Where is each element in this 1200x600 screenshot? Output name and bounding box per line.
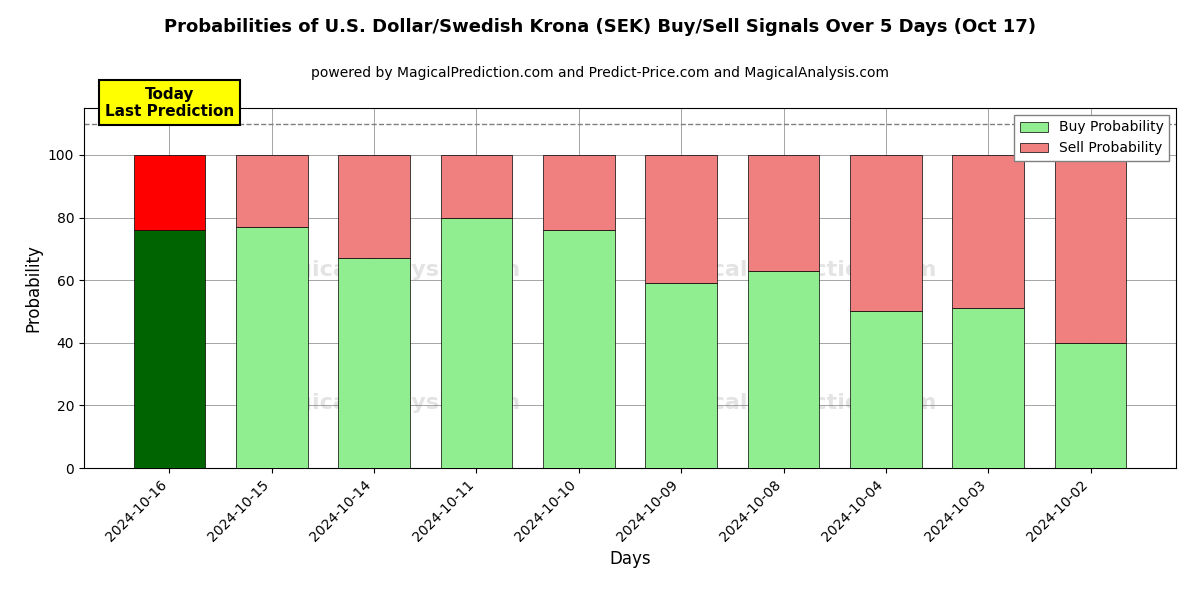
Legend: Buy Probability, Sell Probability: Buy Probability, Sell Probability (1014, 115, 1169, 161)
Bar (1055, 343, 1127, 468)
Bar (953, 308, 1024, 468)
Bar (440, 155, 512, 218)
Bar (133, 155, 205, 230)
Y-axis label: Probability: Probability (24, 244, 42, 332)
Text: MagicalPrediction.com: MagicalPrediction.com (652, 393, 936, 413)
Bar (748, 155, 820, 271)
Bar (236, 155, 307, 227)
Bar (338, 258, 410, 468)
Bar (850, 311, 922, 468)
Bar (338, 155, 410, 258)
Bar (646, 283, 716, 468)
Bar (1055, 155, 1127, 343)
Bar (953, 155, 1024, 308)
Bar (544, 155, 614, 230)
Bar (544, 230, 614, 468)
Text: MagicalPrediction.com: MagicalPrediction.com (652, 260, 936, 280)
Bar (236, 227, 307, 468)
Bar (748, 271, 820, 468)
Text: MagicalAnalysis.com: MagicalAnalysis.com (259, 260, 521, 280)
Text: Probabilities of U.S. Dollar/Swedish Krona (SEK) Buy/Sell Signals Over 5 Days (O: Probabilities of U.S. Dollar/Swedish Kro… (164, 18, 1036, 36)
Bar (646, 155, 716, 283)
Bar (440, 218, 512, 468)
X-axis label: Days: Days (610, 550, 650, 568)
Text: MagicalAnalysis.com: MagicalAnalysis.com (259, 393, 521, 413)
Bar (133, 230, 205, 468)
Text: powered by MagicalPrediction.com and Predict-Price.com and MagicalAnalysis.com: powered by MagicalPrediction.com and Pre… (311, 66, 889, 80)
Text: Today
Last Prediction: Today Last Prediction (104, 86, 234, 119)
Bar (850, 155, 922, 311)
